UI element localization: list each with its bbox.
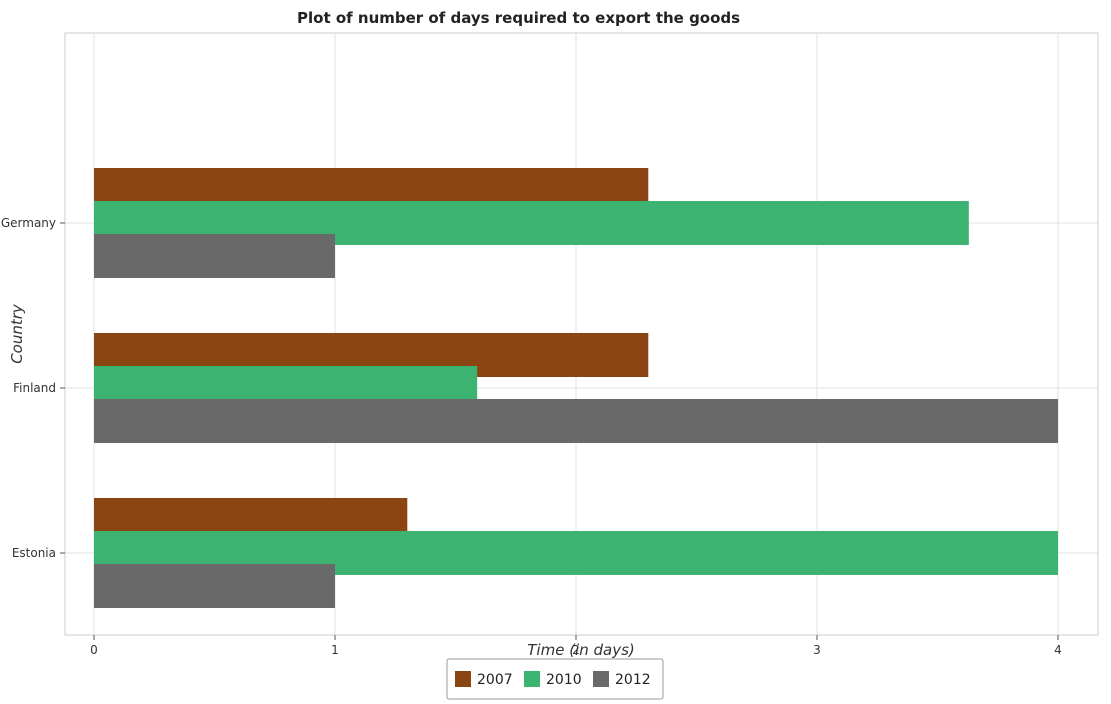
x-tick-label: 3: [813, 643, 821, 657]
legend-box: [446, 658, 664, 700]
y-axis-title: Country: [8, 303, 26, 364]
bar-2012-germany: [94, 234, 335, 278]
x-tick-label: 4: [1054, 643, 1062, 657]
x-tick-label: 1: [331, 643, 339, 657]
x-tick-label: 2: [572, 643, 580, 657]
legend-label: 2012: [615, 672, 651, 688]
bars: [94, 168, 1058, 608]
bar-2012-finland: [94, 399, 1058, 443]
legend-label: 2010: [546, 672, 582, 688]
legend-label: 2007: [477, 672, 513, 688]
chart-title: Plot of number of days required to expor…: [297, 9, 740, 27]
legend-swatch: [524, 671, 540, 687]
y-tick-label: Estonia: [12, 546, 56, 560]
bar-2012-estonia: [94, 564, 335, 608]
legend-swatch: [455, 671, 471, 687]
axis-ticks: 0 1 2 3 4 Estonia Finland Germany: [1, 216, 1062, 657]
x-tick-label: 0: [90, 643, 98, 657]
y-tick-label: Finland: [13, 381, 56, 395]
legend: 2007 2010 2012: [446, 658, 664, 700]
x-axis-title: Time (in days): [527, 641, 635, 659]
legend-swatch: [593, 671, 609, 687]
y-tick-label: Germany: [1, 216, 56, 230]
